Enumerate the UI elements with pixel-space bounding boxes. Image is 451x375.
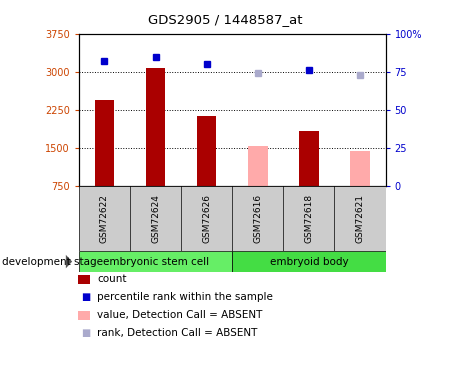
Text: development stage: development stage bbox=[2, 256, 103, 267]
Bar bbox=[146, 68, 166, 186]
Text: GSM72621: GSM72621 bbox=[355, 194, 364, 243]
Text: GSM72624: GSM72624 bbox=[151, 194, 160, 243]
Text: embryonic stem cell: embryonic stem cell bbox=[102, 256, 209, 267]
Text: GSM72626: GSM72626 bbox=[202, 194, 211, 243]
Text: ■: ■ bbox=[81, 292, 90, 302]
Bar bbox=[248, 146, 267, 186]
Bar bbox=[232, 251, 386, 272]
FancyBboxPatch shape bbox=[78, 274, 90, 284]
Bar bbox=[95, 100, 114, 186]
Text: GSM72622: GSM72622 bbox=[100, 194, 109, 243]
FancyBboxPatch shape bbox=[78, 310, 90, 320]
Bar bbox=[79, 251, 232, 272]
Text: GDS2905 / 1448587_at: GDS2905 / 1448587_at bbox=[148, 13, 303, 26]
Bar bbox=[299, 132, 319, 186]
Text: percentile rank within the sample: percentile rank within the sample bbox=[97, 292, 273, 302]
Text: GSM72616: GSM72616 bbox=[253, 194, 262, 243]
Bar bbox=[197, 116, 216, 186]
Text: embryoid body: embryoid body bbox=[270, 256, 348, 267]
Text: value, Detection Call = ABSENT: value, Detection Call = ABSENT bbox=[97, 310, 262, 320]
Text: rank, Detection Call = ABSENT: rank, Detection Call = ABSENT bbox=[97, 328, 258, 338]
Text: count: count bbox=[97, 274, 126, 284]
Text: ■: ■ bbox=[81, 328, 90, 338]
Text: GSM72618: GSM72618 bbox=[304, 194, 313, 243]
Bar bbox=[350, 151, 370, 186]
Polygon shape bbox=[66, 255, 72, 268]
